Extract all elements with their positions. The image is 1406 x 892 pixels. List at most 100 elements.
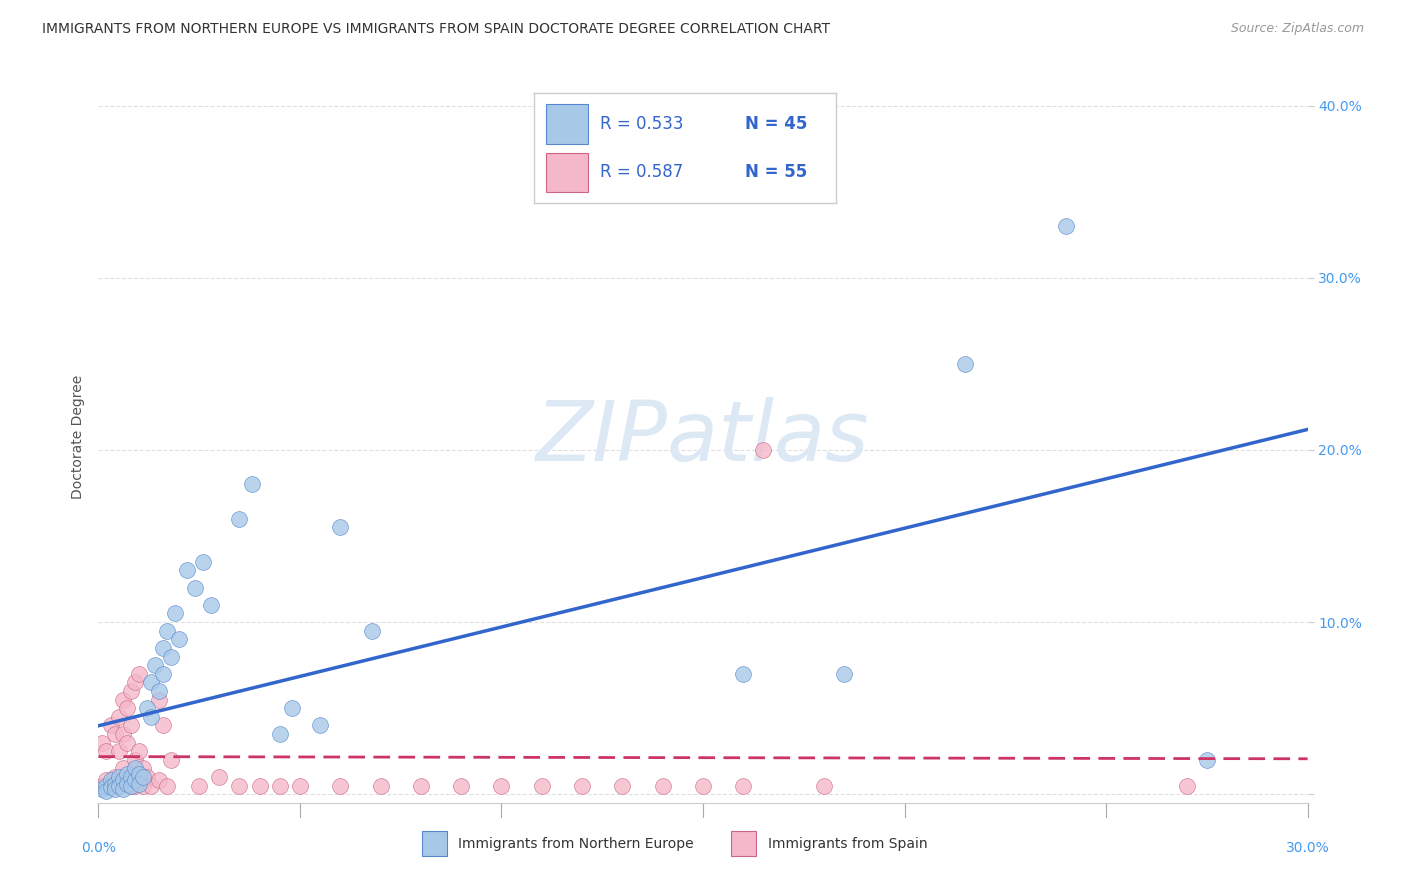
Point [269, 727, 291, 741]
Point [120, 779, 142, 793]
Point [135, 701, 157, 715]
Point [124, 753, 146, 767]
Point [128, 744, 150, 758]
Point [156, 779, 179, 793]
Point [139, 675, 162, 690]
Point [167, 632, 190, 647]
Point [128, 773, 150, 788]
Point [111, 773, 134, 788]
Point [128, 766, 150, 780]
Point [103, 777, 125, 791]
Point [100, 779, 122, 793]
Point [124, 773, 146, 788]
Point [103, 727, 125, 741]
Point [409, 779, 432, 793]
Text: 30.0%: 30.0% [1285, 840, 1330, 855]
Point [132, 761, 155, 775]
Point [152, 666, 174, 681]
Text: Immigrants from Northern Europe: Immigrants from Northern Europe [458, 837, 695, 851]
Point [193, 555, 215, 569]
Point [107, 773, 129, 788]
Point [103, 770, 125, 784]
Point [124, 675, 146, 690]
Point [813, 779, 835, 793]
Text: IMMIGRANTS FROM NORTHERN EUROPE VS IMMIGRANTS FROM SPAIN DOCTORATE DEGREE CORREL: IMMIGRANTS FROM NORTHERN EUROPE VS IMMIG… [42, 22, 830, 37]
Text: 0.0%: 0.0% [82, 840, 115, 855]
Point [111, 692, 134, 706]
Point [115, 701, 138, 715]
Point [91, 779, 114, 793]
Point [96, 779, 118, 793]
Point [100, 773, 122, 788]
Text: Immigrants from Spain: Immigrants from Spain [768, 837, 928, 851]
Point [733, 666, 755, 681]
Point [115, 766, 138, 780]
Point [240, 477, 263, 491]
Point [124, 779, 146, 793]
Point [100, 780, 122, 795]
Point [208, 770, 231, 784]
Point [120, 779, 142, 793]
Point [128, 666, 150, 681]
Point [91, 735, 114, 749]
Point [132, 779, 155, 793]
Point [107, 710, 129, 724]
Point [152, 640, 174, 655]
Text: ZIPatlas: ZIPatlas [536, 397, 870, 477]
Point [128, 777, 150, 791]
Point [139, 779, 162, 793]
Point [269, 779, 291, 793]
Point [651, 779, 673, 793]
Point [329, 779, 352, 793]
Point [107, 770, 129, 784]
Point [692, 779, 714, 793]
Point [733, 779, 755, 793]
Point [120, 770, 142, 784]
Point [1195, 753, 1218, 767]
Point [160, 649, 183, 664]
Point [107, 744, 129, 758]
Point [288, 779, 311, 793]
Point [124, 761, 146, 775]
Point [281, 701, 304, 715]
Text: Source: ZipAtlas.com: Source: ZipAtlas.com [1230, 22, 1364, 36]
Point [1054, 219, 1077, 234]
Point [139, 710, 162, 724]
Point [188, 779, 211, 793]
Point [148, 692, 170, 706]
Point [176, 564, 198, 578]
Point [96, 783, 118, 797]
Point [249, 779, 271, 793]
Y-axis label: Doctorate Degree: Doctorate Degree [70, 375, 84, 500]
Point [111, 782, 134, 797]
Point [148, 773, 170, 788]
Point [107, 779, 129, 793]
Point [370, 779, 392, 793]
Point [120, 718, 142, 732]
Point [1175, 779, 1198, 793]
Point [143, 658, 166, 673]
Point [148, 684, 170, 698]
Point [111, 727, 134, 741]
Point [184, 581, 207, 595]
Point [111, 761, 134, 775]
Point [163, 607, 186, 621]
Point [120, 684, 142, 698]
Point [152, 718, 174, 732]
Point [953, 357, 976, 371]
Point [832, 666, 855, 681]
Point [103, 782, 125, 797]
Point [309, 718, 332, 732]
Point [530, 779, 553, 793]
Point [228, 779, 250, 793]
Point [361, 624, 384, 638]
Point [91, 782, 114, 797]
Point [156, 624, 179, 638]
Point [752, 442, 775, 457]
Point [132, 770, 155, 784]
Point [612, 779, 634, 793]
Point [115, 777, 138, 791]
Point [228, 512, 250, 526]
Point [100, 718, 122, 732]
Point [96, 773, 118, 788]
